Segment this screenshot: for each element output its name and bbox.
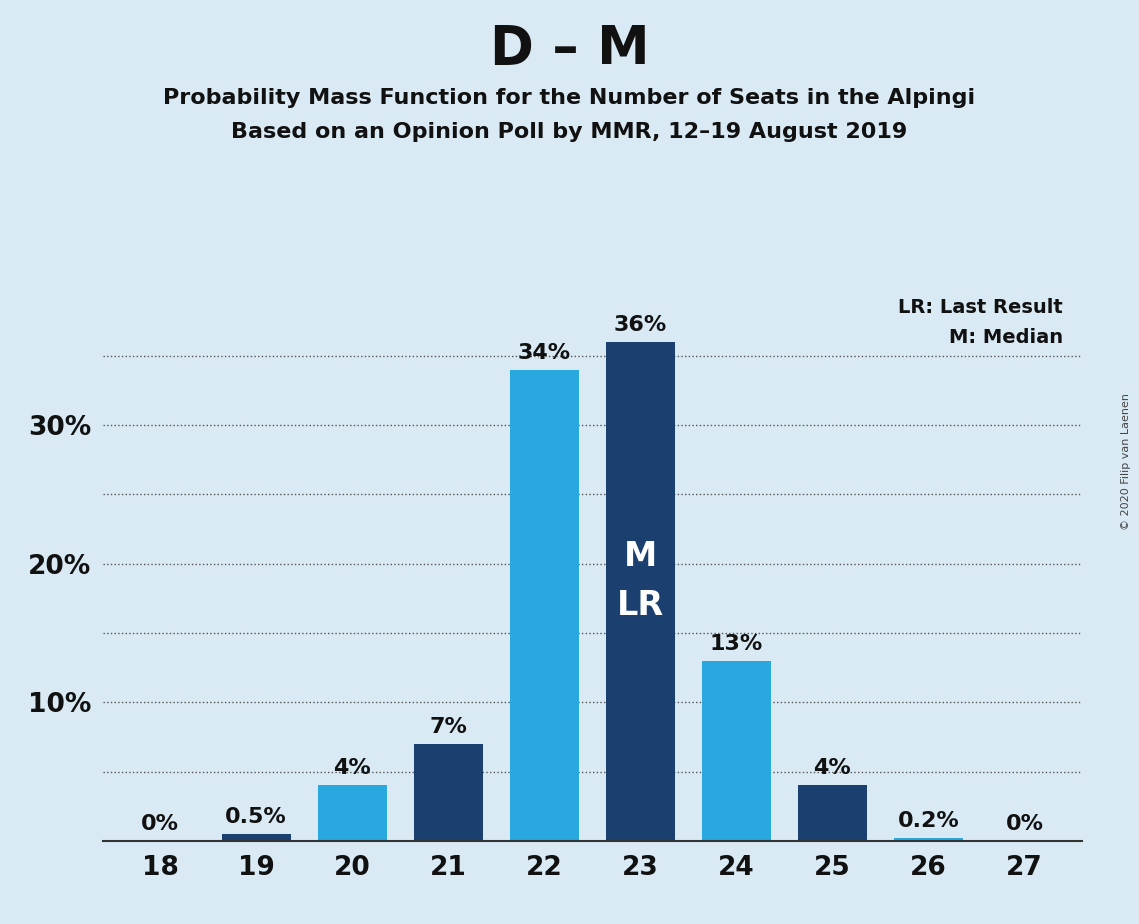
Text: 36%: 36% [614,315,667,335]
Text: 0.2%: 0.2% [898,811,959,832]
Text: Probability Mass Function for the Number of Seats in the Alpingi: Probability Mass Function for the Number… [163,88,976,108]
Bar [318,785,387,841]
Text: 0%: 0% [1006,814,1043,833]
Text: © 2020 Filip van Laenen: © 2020 Filip van Laenen [1121,394,1131,530]
Text: 0.5%: 0.5% [226,807,287,827]
Bar [413,744,483,841]
Bar [509,370,579,841]
Bar [894,838,962,841]
Text: Based on an Opinion Poll by MMR, 12–19 August 2019: Based on an Opinion Poll by MMR, 12–19 A… [231,122,908,142]
Text: 13%: 13% [710,634,763,654]
Text: 7%: 7% [429,717,467,737]
Bar [606,342,675,841]
Text: 0%: 0% [141,814,179,833]
Text: 4%: 4% [813,759,851,778]
Text: D – M: D – M [490,23,649,75]
Bar [222,833,290,841]
Text: 34%: 34% [518,343,571,363]
Text: LR: Last Result: LR: Last Result [898,298,1063,317]
Text: M: Median: M: Median [949,328,1063,347]
Bar [797,785,867,841]
Text: M: M [624,541,657,573]
Text: LR: LR [616,589,664,622]
Text: 4%: 4% [334,759,371,778]
Bar [702,661,771,841]
